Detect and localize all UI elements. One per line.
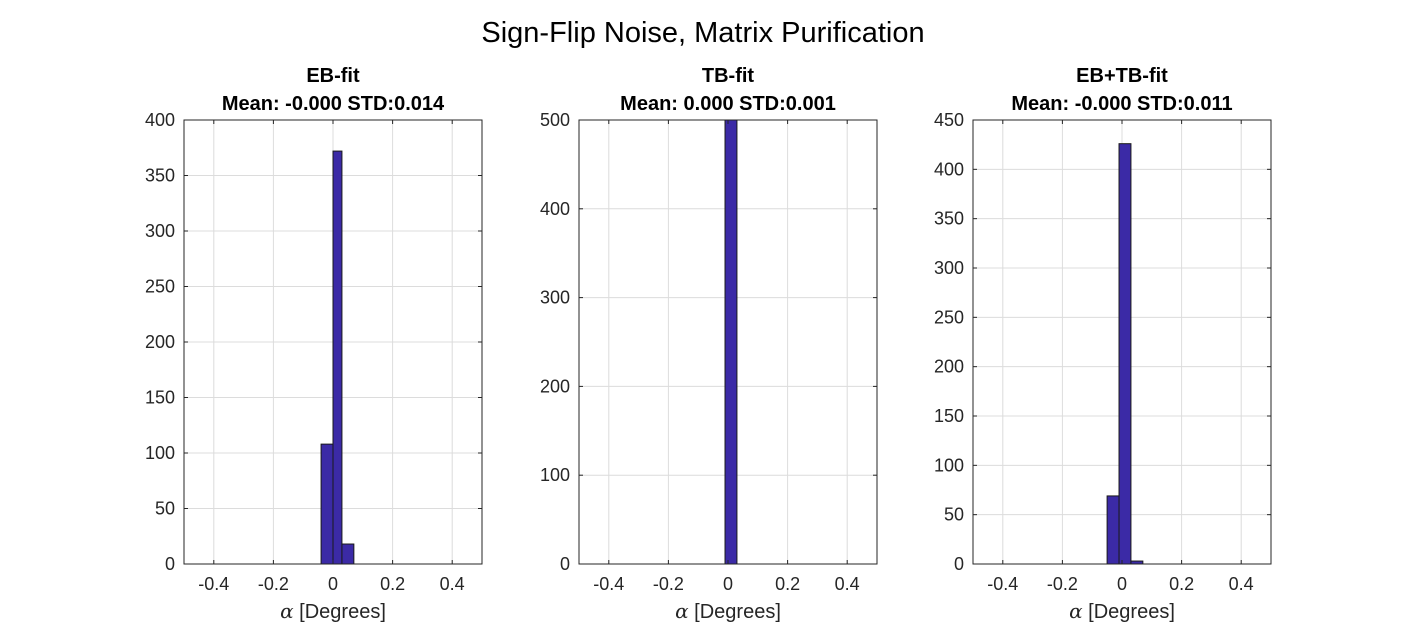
x-tick-label: 0.2 [1169, 574, 1194, 594]
panel-title: EB-fit [306, 65, 360, 87]
tick-marks [184, 119, 482, 565]
y-tick-label: 250 [145, 277, 175, 297]
histogram-bar [332, 150, 343, 565]
y-tick-label: 50 [155, 499, 175, 519]
y-tick-label: 150 [145, 388, 175, 408]
y-tick-label: 400 [540, 199, 570, 219]
panel-title: TB-fit [702, 65, 755, 87]
y-tick-label: 100 [540, 465, 570, 485]
y-tick-label: 0 [954, 554, 964, 574]
panel-subtitle: Mean: -0.000 STD:0.011 [1011, 93, 1232, 115]
y-tick-label: 300 [540, 288, 570, 308]
histogram-bars [1106, 143, 1144, 565]
x-tick-label: -0.2 [1047, 574, 1078, 594]
panel-tb-fit: TB-fit Mean: 0.000 STD:0.001 -0.4 -0.2 0 0.… [540, 65, 878, 623]
x-tick-label: -0.2 [653, 574, 684, 594]
y-tick-label: 450 [934, 110, 964, 130]
x-tick-label: 0.4 [440, 574, 465, 594]
x-tick-label: -0.4 [987, 574, 1018, 594]
y-tick-label: 250 [934, 307, 964, 327]
x-axis-label: α [Degrees] [1069, 599, 1175, 623]
y-tick-label: 0 [560, 554, 570, 574]
y-tick-label: 400 [145, 110, 175, 130]
x-tick-label: 0.4 [1229, 574, 1254, 594]
panel-title: EB+TB-fit [1076, 65, 1168, 87]
x-tick-label: 0.4 [835, 574, 860, 594]
panel-eb-tb-fit: EB+TB-fit Mean: -0.000 STD:0.011 -0.4 -0.… [934, 65, 1272, 623]
y-tick-label: 50 [944, 505, 964, 525]
histogram-bar [1118, 143, 1132, 565]
x-tick-label: -0.2 [258, 574, 289, 594]
y-tick-label: 200 [934, 357, 964, 377]
x-tick-label: -0.4 [593, 574, 624, 594]
x-axis-label: α [Degrees] [675, 599, 781, 623]
y-tick-label: 400 [934, 159, 964, 179]
histogram-bars [724, 119, 738, 565]
panel-eb-fit: EB-fit Mean: -0.000 STD:0.014 -0.4 -0.2 0 0… [145, 65, 483, 623]
y-tick-label: 350 [934, 209, 964, 229]
y-tick-label: 300 [145, 221, 175, 241]
histogram-bar [320, 443, 334, 565]
x-tick-label: 0.2 [775, 574, 800, 594]
x-tick-label: 0 [723, 574, 733, 594]
x-tick-label: 0.2 [380, 574, 405, 594]
y-tick-label: 100 [145, 443, 175, 463]
y-tick-label: 200 [540, 376, 570, 396]
histogram-bar [1106, 495, 1120, 565]
x-tick-label: 0 [328, 574, 338, 594]
y-tick-label: 350 [145, 166, 175, 186]
histogram-bar [341, 543, 355, 565]
y-tick-label: 150 [934, 406, 964, 426]
y-tick-label: 0 [165, 554, 175, 574]
panel-subtitle: Mean: -0.000 STD:0.014 [222, 93, 445, 115]
y-tick-label: 300 [934, 258, 964, 278]
y-tick-label: 500 [540, 110, 570, 130]
y-tick-label: 200 [145, 332, 175, 352]
x-axis-label: α [Degrees] [280, 599, 386, 623]
tick-marks [579, 119, 877, 565]
histogram-bar [724, 119, 738, 565]
figure-title: Sign-Flip Noise, Matrix Purification [481, 17, 924, 49]
tick-marks [973, 119, 1271, 565]
panel-subtitle: Mean: 0.000 STD:0.001 [620, 93, 836, 115]
x-tick-label: -0.4 [198, 574, 229, 594]
histogram-bars [320, 150, 355, 565]
x-tick-label: 0 [1117, 574, 1127, 594]
y-tick-label: 100 [934, 455, 964, 475]
